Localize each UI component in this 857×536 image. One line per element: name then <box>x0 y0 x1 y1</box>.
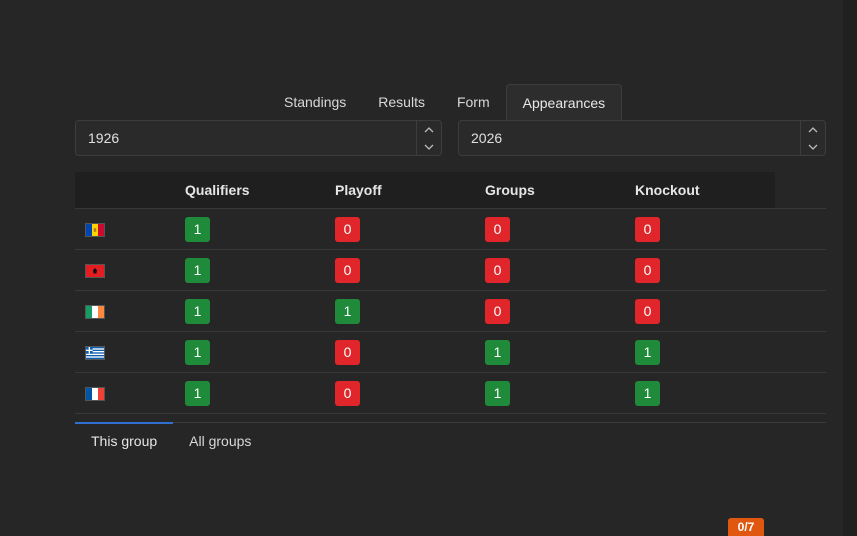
ireland-flag-icon <box>85 304 105 319</box>
knockout-badge: 0 <box>635 298 660 324</box>
qualifiers-badge: 1 <box>185 257 210 283</box>
chevron-up-icon[interactable] <box>417 121 441 138</box>
qualifiers-badge: 1 <box>185 380 210 406</box>
chevron-up-icon[interactable] <box>801 121 825 138</box>
groups-badge: 1 <box>485 380 510 406</box>
groups-badge: 0 <box>485 298 510 324</box>
albania-flag-icon <box>85 263 105 278</box>
appearances-table: Qualifiers Playoff Groups Knockout 1 0 0… <box>75 172 826 414</box>
scope-tabs: This group All groups <box>75 422 826 459</box>
groups-badge: 1 <box>485 339 510 365</box>
tab-form[interactable]: Form <box>456 93 490 110</box>
year-from-stepper <box>416 121 441 155</box>
table-row: 1 0 1 1 <box>75 331 826 372</box>
playoff-badge: 0 <box>335 380 360 406</box>
playoff-badge: 0 <box>335 257 360 283</box>
knockout-badge: 1 <box>635 380 660 406</box>
year-to-input[interactable] <box>459 121 799 155</box>
tab-results[interactable]: Results <box>378 93 425 110</box>
tab-appearances[interactable]: Appearances <box>505 84 623 120</box>
header-groups: Groups <box>485 182 535 198</box>
playoff-badge: 0 <box>335 339 360 365</box>
table-row: 1 0 1 1 <box>75 372 826 414</box>
table-row: 1 1 0 0 <box>75 290 826 331</box>
tab-this-group[interactable]: This group <box>75 422 174 458</box>
greece-flag-icon <box>85 345 105 360</box>
counter-badge[interactable]: 0/7 <box>728 518 764 536</box>
table-header: Qualifiers Playoff Groups Knockout <box>75 172 775 208</box>
chevron-down-icon[interactable] <box>801 138 825 155</box>
year-to-stepper <box>800 121 825 155</box>
groups-badge: 0 <box>485 257 510 283</box>
france-flag-icon <box>85 386 105 401</box>
chevron-down-icon[interactable] <box>417 138 441 155</box>
moldova-flag-icon <box>85 222 105 237</box>
header-qualifiers: Qualifiers <box>185 182 250 198</box>
knockout-badge: 1 <box>635 339 660 365</box>
scrollbar-track[interactable] <box>843 0 857 536</box>
qualifiers-badge: 1 <box>185 298 210 324</box>
header-playoff: Playoff <box>335 182 382 198</box>
view-tabs: Standings Results Form Appearances <box>268 84 623 120</box>
year-from-input[interactable] <box>76 121 415 155</box>
playoff-badge: 1 <box>335 298 360 324</box>
qualifiers-badge: 1 <box>185 339 210 365</box>
knockout-badge: 0 <box>635 216 660 242</box>
knockout-badge: 0 <box>635 257 660 283</box>
year-from-field <box>75 120 442 156</box>
tab-all-groups[interactable]: All groups <box>189 433 252 449</box>
qualifiers-badge: 1 <box>185 216 210 242</box>
groups-badge: 0 <box>485 216 510 242</box>
table-row: 1 0 0 0 <box>75 249 826 290</box>
year-to-field <box>458 120 826 156</box>
tab-standings[interactable]: Standings <box>284 93 347 110</box>
header-knockout: Knockout <box>635 182 700 198</box>
table-row: 1 0 0 0 <box>75 208 826 249</box>
playoff-badge: 0 <box>335 216 360 242</box>
